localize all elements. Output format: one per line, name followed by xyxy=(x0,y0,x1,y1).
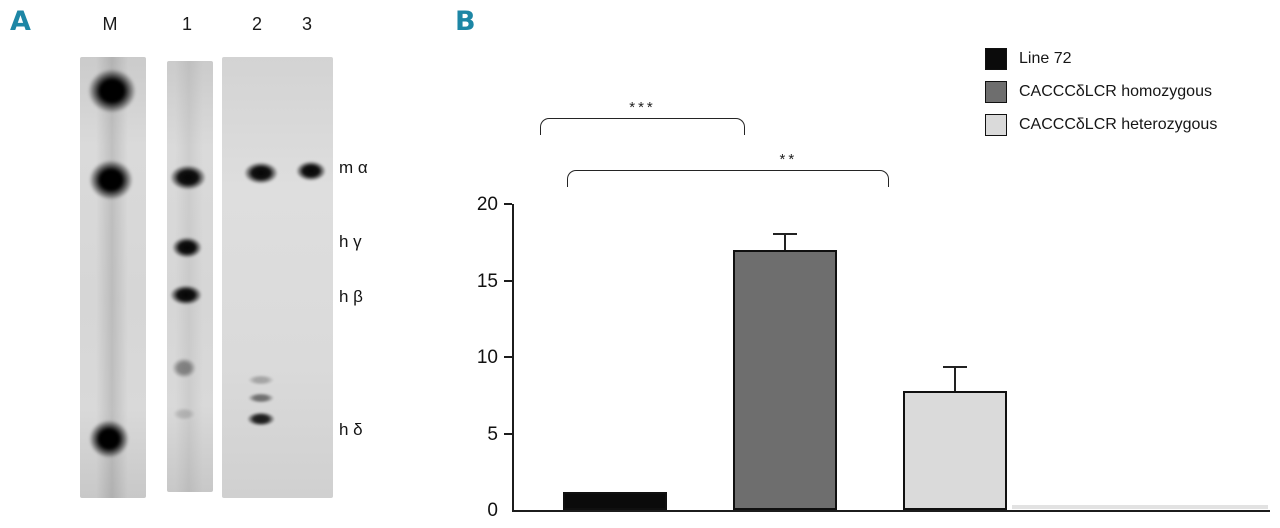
legend-item: Line 72 xyxy=(985,48,1217,70)
panel-a-label: A xyxy=(10,6,31,37)
legend-label: CACCCδLCR homozygous xyxy=(1019,83,1212,100)
lane-label-3: 3 xyxy=(301,14,312,34)
error-bar xyxy=(784,233,786,250)
lane-label-2: 2 xyxy=(251,14,262,34)
y-tick-mark xyxy=(504,203,512,205)
legend-swatch-heterozygous xyxy=(985,114,1007,136)
legend-item: CACCCδLCR heterozygous xyxy=(985,114,1217,136)
significance-bracket xyxy=(567,170,889,187)
gel-band-faint xyxy=(172,358,196,378)
legend-swatch-line72 xyxy=(985,48,1007,70)
gel-band-m-alpha xyxy=(170,165,206,190)
legend-item: CACCCδLCR homozygous xyxy=(985,81,1217,103)
panel-b-label: B xyxy=(455,6,476,37)
gel-band-h-beta xyxy=(170,285,202,305)
gel-lane-marker xyxy=(80,57,146,498)
bar-2 xyxy=(733,249,837,510)
bar-1 xyxy=(563,491,667,510)
error-bar-cap xyxy=(943,366,967,369)
significance-stars: *** xyxy=(629,99,656,116)
significance-group-1: *** xyxy=(540,98,745,135)
gel-band-h-delta-smear xyxy=(248,393,274,403)
y-tick-label: 10 xyxy=(476,347,498,368)
gel-band xyxy=(89,160,133,200)
legend-swatch-homozygous xyxy=(985,81,1007,103)
legend-label: Line 72 xyxy=(1019,50,1072,67)
legend-label: CACCCδLCR heterozygous xyxy=(1019,116,1218,133)
y-axis xyxy=(512,204,514,512)
lane-label-m: M xyxy=(102,14,118,34)
error-bar xyxy=(954,366,956,391)
gel-band-m-alpha-lane3 xyxy=(296,161,326,181)
significance-group-2: ** xyxy=(567,150,889,187)
significance-bracket xyxy=(540,118,745,135)
baseline-artifact xyxy=(1012,505,1268,509)
gel-band-h-gamma xyxy=(172,237,202,258)
significance-stars: ** xyxy=(779,151,798,168)
y-tick-mark xyxy=(504,279,512,282)
band-label-h-delta: h δ xyxy=(339,420,363,439)
gel-lane-1 xyxy=(167,61,213,492)
gel-band-m-alpha-lane2 xyxy=(244,162,278,184)
gel-lanes-2-3 xyxy=(222,57,333,498)
gel-band-h-delta xyxy=(247,412,275,426)
band-label-h-gamma: h γ xyxy=(339,232,362,251)
chart-legend: Line 72 CACCCδLCR homozygous CACCCδLCR h… xyxy=(985,48,1217,147)
y-tick-label: 15 xyxy=(476,270,498,292)
y-tick-label: 20 xyxy=(476,194,498,215)
y-tick-label: 5 xyxy=(487,423,498,445)
bar-chart: 0 5 10 15 20 xyxy=(477,194,1270,521)
x-axis xyxy=(512,510,1270,512)
band-label-m-alpha: m α xyxy=(339,158,368,177)
gel-band-faint xyxy=(173,408,195,420)
gel-band xyxy=(88,69,136,113)
y-tick-label: 0 xyxy=(487,500,498,521)
gel-streak xyxy=(175,61,203,492)
bar-3 xyxy=(903,390,1007,510)
band-label-h-beta: h β xyxy=(339,287,363,306)
gel-band-h-delta-smear xyxy=(248,375,274,385)
y-tick-mark xyxy=(504,432,512,435)
y-tick-mark xyxy=(504,356,512,358)
gel-band xyxy=(89,420,129,458)
error-bar-cap xyxy=(773,233,797,236)
lane-label-1: 1 xyxy=(181,14,192,34)
